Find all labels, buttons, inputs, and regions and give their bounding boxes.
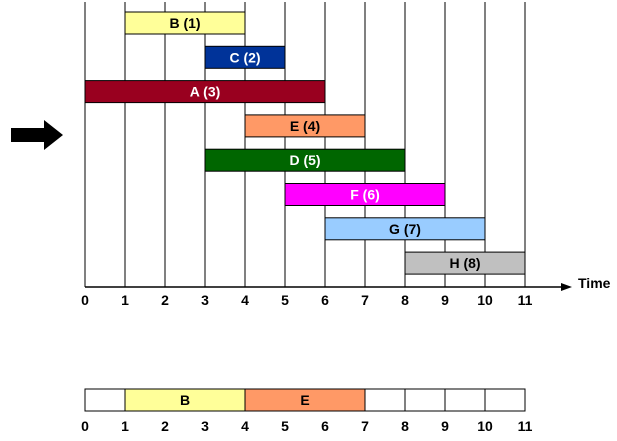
interval-label: A (3) xyxy=(190,84,221,100)
selected-strip-tick-labels: 0 1 2 3 4 5 6 7 8 9 10 11 xyxy=(81,418,533,434)
tick-label: 4 xyxy=(241,292,249,308)
strip-tick-label: 4 xyxy=(241,418,249,434)
time-axis-arrowhead xyxy=(561,283,572,291)
tick-label: 3 xyxy=(201,292,209,308)
strip-tick-label: 5 xyxy=(281,418,289,434)
tick-label: 0 xyxy=(81,292,89,308)
interval-label: D (5) xyxy=(289,152,320,168)
strip-tick-label: 10 xyxy=(477,418,493,434)
strip-cell xyxy=(364,388,406,412)
interval-label: E (4) xyxy=(290,118,320,134)
strip-cell xyxy=(84,388,126,412)
strip-tick-label: 3 xyxy=(201,418,209,434)
time-axis-label: Time xyxy=(578,275,611,291)
interval-label: B (1) xyxy=(169,15,200,31)
strip-tick-label: 6 xyxy=(321,418,329,434)
interval-bar xyxy=(84,80,326,104)
strip-tick-label: 0 xyxy=(81,418,89,434)
interval-label: F (6) xyxy=(350,187,380,203)
interval-bar xyxy=(284,183,446,206)
current-position-marker xyxy=(11,120,63,150)
interval-bar xyxy=(204,45,286,69)
time-axis: Time xyxy=(85,275,611,291)
strip-tick-label: 11 xyxy=(518,418,533,434)
tick-label: 8 xyxy=(401,292,409,308)
strip-tick-label: 8 xyxy=(401,418,409,434)
strip-tick-label: 9 xyxy=(441,418,449,434)
strip-cell xyxy=(404,388,446,412)
interval-bar xyxy=(324,217,486,241)
interval-bar xyxy=(124,11,246,35)
right-arrow-icon xyxy=(11,120,63,150)
strip-tick-label: 7 xyxy=(361,418,369,434)
strip-tick-label: 2 xyxy=(161,418,169,434)
time-tick-labels: 0 1 2 3 4 5 6 7 8 9 10 11 xyxy=(81,292,533,308)
timeline-grid xyxy=(84,2,526,287)
interval-label: C (2) xyxy=(229,49,260,65)
tick-label: 2 xyxy=(161,292,169,308)
tick-label: 1 xyxy=(121,292,129,308)
tick-label: 5 xyxy=(281,292,289,308)
tick-label: 10 xyxy=(477,292,493,308)
interval-bars: B (1) C (2) A (3) E (4) D (5) F (6) G (7) H (8) xyxy=(84,11,526,275)
interval-bar xyxy=(204,148,406,172)
strip-tick-label: 1 xyxy=(121,418,129,434)
selected-block xyxy=(244,388,366,412)
selected-block-label: B xyxy=(180,392,190,408)
selected-block-label: E xyxy=(300,392,309,408)
interval-bar xyxy=(244,114,366,138)
strip-cell xyxy=(484,388,526,412)
interval-label: G (7) xyxy=(389,221,421,237)
tick-label: 6 xyxy=(321,292,329,308)
strip-cell xyxy=(444,388,486,412)
interval-bar xyxy=(404,251,526,275)
tick-label: 9 xyxy=(441,292,449,308)
interval-label: H (8) xyxy=(449,255,480,271)
tick-label: 7 xyxy=(361,292,369,308)
tick-label: 11 xyxy=(518,292,533,308)
